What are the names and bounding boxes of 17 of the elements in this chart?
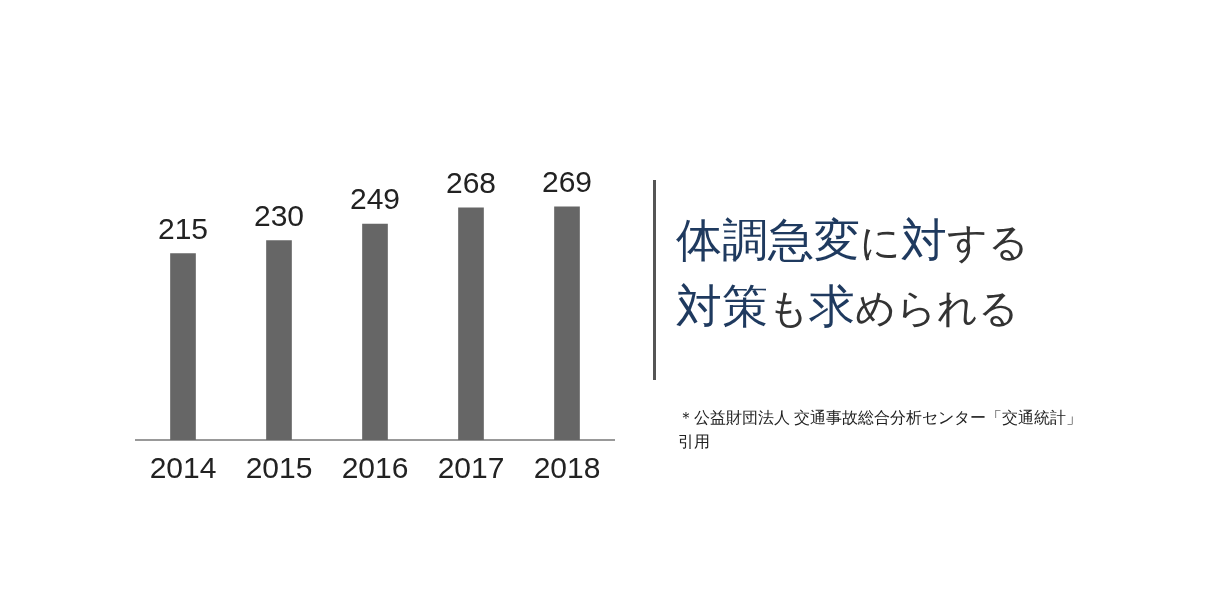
data-label: 230 xyxy=(253,198,305,232)
x-tick-label: 2014 xyxy=(149,451,217,485)
data-label: 268 xyxy=(445,166,497,199)
data-label: 269 xyxy=(541,165,593,199)
bar xyxy=(266,240,292,440)
x-tick-label: 2016 xyxy=(341,451,409,485)
bar xyxy=(554,206,580,440)
bar xyxy=(170,253,196,440)
x-tick-label: 2017 xyxy=(437,451,505,485)
data-label: 249 xyxy=(349,182,401,216)
bar xyxy=(362,223,388,440)
text: ＊公益財団法人 交通事故総合分析センター「交通統計」引用 xyxy=(678,408,1084,452)
bar xyxy=(458,207,484,440)
x-tick-label: 2018 xyxy=(533,451,601,485)
data-label: 215 xyxy=(157,211,209,245)
x-tick-label: 2015 xyxy=(245,451,313,485)
chart-title: 体調急変に対する対策も求められる xyxy=(676,214,1029,332)
